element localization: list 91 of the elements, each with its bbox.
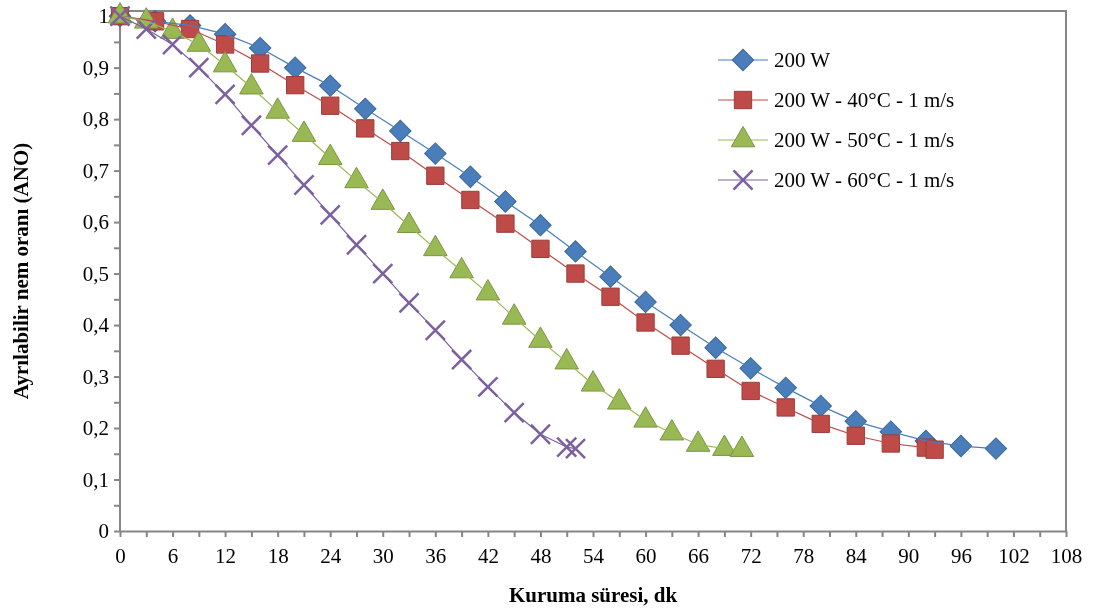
point <box>706 359 725 378</box>
y-tick-label: 0,1 <box>82 467 109 492</box>
x-tick-label: 18 <box>267 544 289 569</box>
point <box>135 18 158 40</box>
x-tick-label: 54 <box>583 544 605 569</box>
point <box>266 144 289 166</box>
y-tick-label: 0,7 <box>82 158 109 183</box>
point <box>214 83 236 106</box>
point <box>461 190 480 210</box>
legend-label: 200 W - 60°C - 1 m/s <box>774 168 955 192</box>
point <box>503 401 525 424</box>
x-tick-label: 72 <box>740 544 762 569</box>
point <box>776 398 795 417</box>
y-axis-title: Ayrılabilir nem oranı (ANO) <box>9 142 33 400</box>
point <box>739 357 762 380</box>
point <box>846 426 865 445</box>
point <box>319 204 342 226</box>
point <box>669 313 692 337</box>
point <box>459 165 482 189</box>
y-tick-label: 0,6 <box>82 210 109 235</box>
x-tick-label: 30 <box>372 544 394 569</box>
point <box>496 214 515 233</box>
point <box>809 394 832 418</box>
point <box>704 336 727 359</box>
point <box>564 240 587 263</box>
point <box>564 437 587 460</box>
point <box>671 336 690 355</box>
point <box>424 142 447 165</box>
x-tick-label: 102 <box>998 544 1030 569</box>
point <box>398 292 420 314</box>
point <box>925 440 944 459</box>
y-tick-label: 1 <box>98 4 109 29</box>
point <box>881 434 900 453</box>
point <box>477 376 499 398</box>
y-tick-label: 0,4 <box>82 313 110 338</box>
point <box>371 262 394 285</box>
point <box>636 313 655 332</box>
point <box>354 97 377 121</box>
x-tick-label: 0 <box>115 544 126 569</box>
point <box>389 119 412 143</box>
x-tick-label: 36 <box>425 544 447 569</box>
point <box>529 213 552 237</box>
point <box>566 264 585 283</box>
point <box>356 119 375 138</box>
point <box>240 114 263 137</box>
point <box>601 287 620 306</box>
x-tick-label: 12 <box>215 544 237 569</box>
x-tick-label: 24 <box>320 544 342 569</box>
x-tick-label: 78 <box>793 544 815 569</box>
legend-label: 200 W - 40°C - 1 m/s <box>774 88 955 112</box>
point <box>811 414 830 434</box>
x-tick-label: 84 <box>845 544 868 569</box>
point <box>774 376 797 400</box>
point <box>345 233 368 256</box>
x-tick-label: 6 <box>167 544 179 569</box>
point <box>741 381 760 401</box>
point <box>321 96 340 115</box>
y-tick-label: 0,8 <box>82 107 109 132</box>
y-tick-label: 0 <box>98 519 109 544</box>
point <box>424 319 447 342</box>
point <box>250 54 270 73</box>
point <box>949 434 973 458</box>
point <box>531 239 550 259</box>
x-tick-label: 96 <box>950 544 972 569</box>
y-tick-label: 0,2 <box>82 416 109 441</box>
legend-label: 200 W <box>774 48 831 72</box>
point <box>450 348 473 371</box>
point <box>319 74 342 97</box>
point <box>634 290 657 314</box>
point <box>161 33 184 56</box>
point <box>188 56 210 79</box>
point <box>283 56 307 79</box>
point <box>599 265 622 288</box>
point <box>555 436 578 458</box>
y-tick-label: 0,9 <box>82 55 109 80</box>
point <box>391 141 410 161</box>
x-tick-label: 42 <box>477 544 499 569</box>
y-tick-label: 0,3 <box>82 364 109 389</box>
x-tick-label: 60 <box>635 544 657 569</box>
point <box>494 190 517 213</box>
x-tick-label: 108 <box>1050 544 1083 569</box>
point <box>426 166 445 185</box>
x-tick-label: 90 <box>898 544 920 569</box>
x-tick-label: 66 <box>688 544 710 569</box>
y-tick-label: 0,5 <box>82 261 109 286</box>
legend-label: 200 W - 50°C - 1 m/s <box>774 128 955 152</box>
point <box>293 174 315 196</box>
point <box>984 437 1008 460</box>
x-axis-title: Kuruma süresi, dk <box>508 583 678 607</box>
point <box>529 423 552 446</box>
x-tick-label: 48 <box>530 544 552 569</box>
